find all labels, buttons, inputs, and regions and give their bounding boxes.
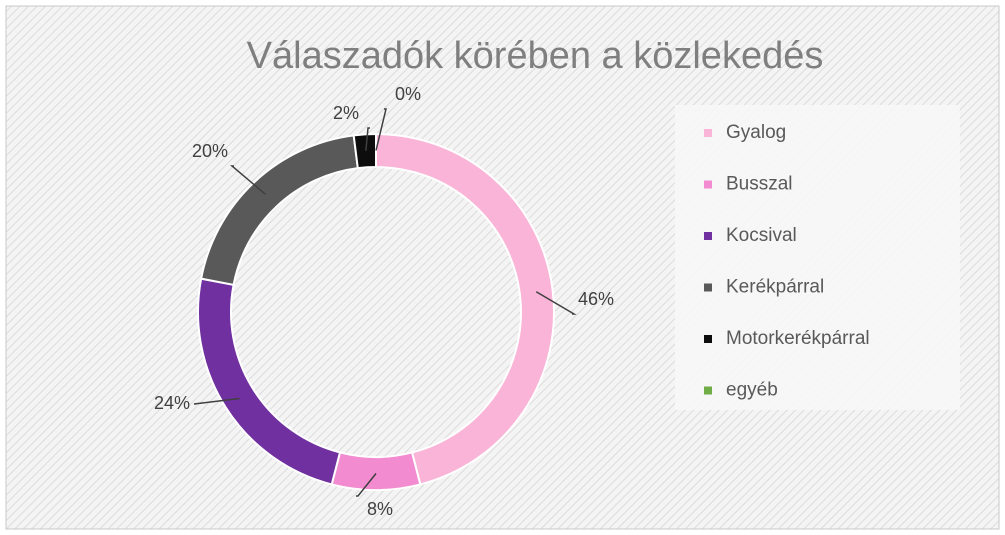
legend-box [675, 105, 960, 410]
legend-marker [704, 386, 712, 395]
legend-label: Kocsival [726, 225, 797, 246]
legend-label: Motorkerékpárral [726, 328, 870, 349]
data-label: 24% [154, 393, 190, 413]
data-label: 20% [192, 141, 228, 161]
donut-segment [375, 132, 555, 486]
leader-line [193, 397, 240, 405]
donut-segment [352, 132, 377, 170]
legend-marker [704, 335, 712, 343]
legend-marker [704, 283, 712, 292]
legend-label: Kerékpárral [726, 277, 824, 298]
legend-marker [704, 129, 712, 137]
data-label: 0% [395, 84, 421, 104]
legend-label: Gyalog [726, 122, 786, 143]
leader-line [365, 127, 370, 151]
chart-title: Válaszadók körében a közlekedés [247, 35, 824, 77]
legend-marker [704, 180, 712, 189]
legend-label: egyéb [726, 380, 778, 401]
data-label: 2% [333, 103, 359, 123]
leader-line [535, 291, 577, 315]
leader-line [375, 108, 387, 151]
legend-label: Busszal [726, 174, 793, 195]
data-label: 8% [367, 499, 393, 519]
legend-marker [704, 232, 712, 240]
leader-line [356, 473, 377, 497]
donut-segment [330, 451, 422, 491]
data-label: 46% [578, 289, 614, 309]
leader-line [229, 165, 266, 195]
